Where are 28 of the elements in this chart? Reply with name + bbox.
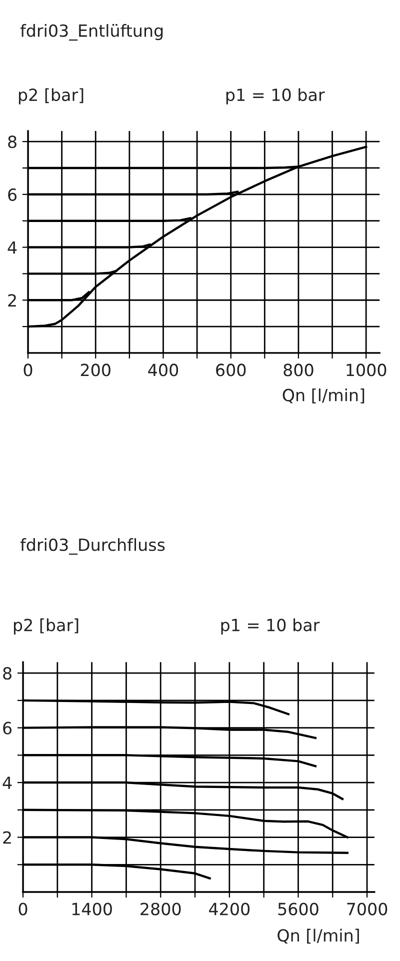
x-axis-title: Qn [l/min] <box>282 388 364 404</box>
x-tick-label: 5600 <box>278 902 318 916</box>
x-tick-label: 0 <box>24 364 32 376</box>
chart-title: fdri03_Entlüftung <box>20 24 163 41</box>
x-tick-label: 0 <box>18 902 28 916</box>
x-tick-label: 2800 <box>140 902 181 916</box>
x-tick-label: 600 <box>216 364 246 376</box>
x-tick-label: 1400 <box>72 902 112 916</box>
y-tick-label: 6 <box>3 722 12 734</box>
y-tick-label: 6 <box>8 188 17 201</box>
y-tick-label: 2 <box>3 831 11 844</box>
chart-title: fdri03_Durchfluss <box>20 538 165 555</box>
text: p1 = 10 bar <box>226 88 325 104</box>
x-tick-label: 1000 <box>346 364 386 376</box>
y-tick-label: 8 <box>3 667 12 680</box>
y-axis-title: p2 [bar] <box>18 88 84 104</box>
y-tick-label: 2 <box>8 294 16 306</box>
y-tick-label: 8 <box>8 136 16 148</box>
y-axis-title: p2 [bar] <box>14 618 78 635</box>
y-tick-label: 4 <box>8 241 17 254</box>
text: p1 = 10 bar <box>221 618 320 635</box>
x-tick-label: 400 <box>148 364 178 376</box>
x-tick-label: 7000 <box>347 902 388 916</box>
x-tick-label: 4200 <box>209 902 250 916</box>
x-axis-title: Qn [l/min] <box>278 928 359 944</box>
x-tick-label: 200 <box>80 364 110 376</box>
y-tick-label: 4 <box>2 776 12 789</box>
x-tick-label: 800 <box>284 364 314 376</box>
